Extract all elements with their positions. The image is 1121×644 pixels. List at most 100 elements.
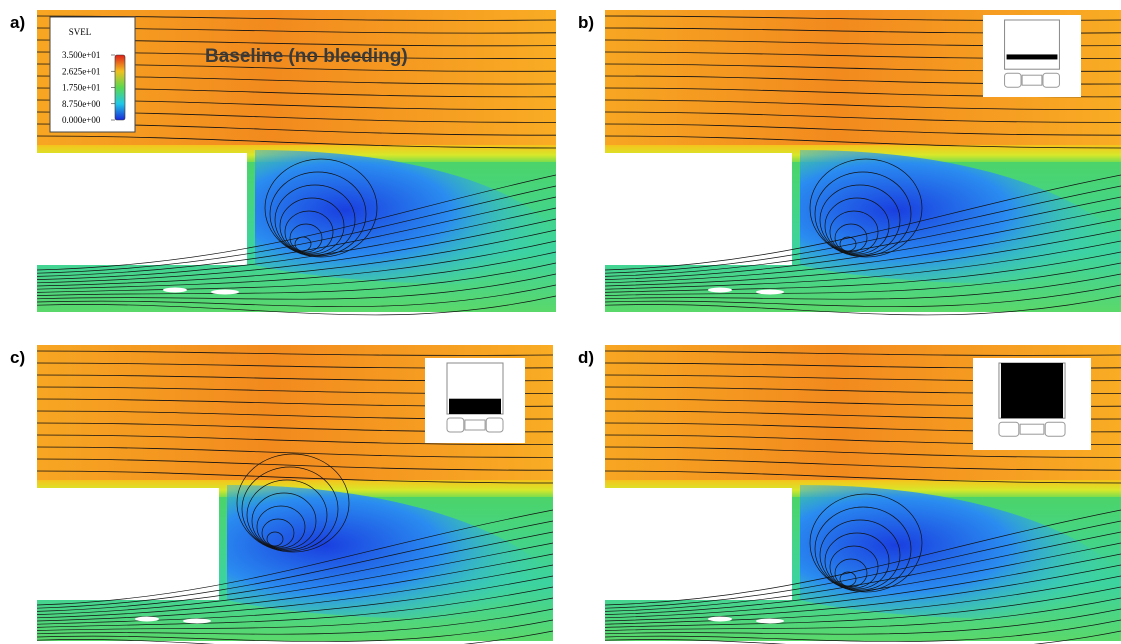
- vortex-streamline: [839, 236, 857, 252]
- streamline: [36, 262, 557, 296]
- bleed-area: [449, 398, 501, 414]
- streamline: [36, 174, 557, 271]
- vortex-streamline: [814, 506, 912, 592]
- wheel: [446, 417, 465, 433]
- slot-jet: [183, 618, 211, 624]
- slot-jet: [756, 618, 784, 624]
- streamline: [36, 553, 554, 619]
- vortex-streamline: [261, 518, 295, 548]
- wheel: [1042, 72, 1060, 88]
- vortex-streamline: [289, 223, 323, 253]
- colorbar-tick-label: 3.500e+01: [62, 50, 100, 60]
- recirculation: [227, 485, 553, 620]
- streamline: [36, 218, 557, 284]
- streamline: [604, 520, 1121, 609]
- vortex-streamline: [829, 545, 879, 589]
- wheel: [1044, 421, 1066, 437]
- vortex-streamline: [824, 197, 890, 255]
- streamline: [604, 284, 1121, 307]
- streamline: [36, 575, 554, 625]
- vehicle-body: [605, 153, 792, 265]
- bleed-inset: [973, 358, 1091, 450]
- streamline: [604, 240, 1121, 290]
- vehicle-body: [37, 153, 247, 265]
- vortex-streamline: [809, 158, 923, 258]
- bleed-area: [1000, 363, 1064, 419]
- streamline: [604, 630, 1121, 644]
- vortex-streamline: [809, 493, 923, 593]
- vortex-streamline: [256, 505, 306, 549]
- bleed-area: [1006, 54, 1058, 60]
- vortex-streamline: [246, 479, 328, 551]
- vehicle-body: [605, 488, 792, 600]
- wheel: [1004, 72, 1022, 88]
- slot-jet: [163, 287, 187, 293]
- streamline: [36, 229, 557, 287]
- streamline: [36, 446, 554, 458]
- panel-label: d): [578, 348, 594, 367]
- streamline: [604, 218, 1121, 284]
- vortex-streamline: [266, 531, 284, 547]
- flow-panel: [604, 10, 1121, 316]
- panel-label: b): [578, 13, 594, 32]
- streamline: [36, 196, 557, 277]
- streamline: [604, 135, 1121, 149]
- vortex-streamline: [819, 519, 901, 591]
- vortex-streamline: [294, 236, 312, 252]
- vortex-streamline: [264, 158, 378, 258]
- vortex-streamline: [274, 184, 356, 256]
- streamline: [36, 542, 554, 615]
- streamline: [36, 458, 554, 471]
- streamline: [604, 185, 1121, 274]
- streamline: [604, 470, 1121, 484]
- panel-label: a): [10, 13, 25, 32]
- streamline: [36, 619, 554, 642]
- streamline: [36, 597, 554, 631]
- axle: [1019, 423, 1045, 435]
- streamline: [36, 15, 557, 21]
- colorbar-tick-label: 2.625e+01: [62, 66, 100, 76]
- axle: [1021, 74, 1043, 86]
- streamline: [604, 619, 1121, 642]
- vortex-streamline: [829, 210, 879, 254]
- streamline: [36, 185, 557, 274]
- streamline: [604, 251, 1121, 293]
- streamline: [604, 564, 1121, 622]
- slot-jet: [708, 287, 732, 293]
- vortex-streamline: [279, 197, 345, 255]
- colorbar-legend: SVEL 3.500e+01 2.625e+01 1.750e+01 8.750e+00…: [49, 16, 136, 133]
- streamline: [604, 553, 1121, 619]
- streamline: [36, 240, 557, 290]
- vortex-streamline: [834, 223, 868, 253]
- streamline: [604, 111, 1121, 123]
- slot-jet: [135, 616, 159, 622]
- axle: [464, 419, 486, 431]
- slot-jet: [708, 616, 732, 622]
- slot-jet: [211, 289, 239, 295]
- streamline: [36, 135, 557, 149]
- colorbar-tick-label: 0.000e+00: [62, 115, 101, 125]
- vortex-streamline: [251, 492, 317, 550]
- streamline: [36, 564, 554, 622]
- streamline: [604, 99, 1121, 111]
- streamline: [604, 273, 1121, 300]
- bleed-inset: [983, 15, 1081, 97]
- colorbar-tick-label: 1.750e+01: [62, 83, 100, 93]
- wheel: [485, 417, 504, 433]
- bleed-inset: [425, 358, 525, 443]
- colorbar: [114, 54, 126, 121]
- streamline: [36, 630, 554, 644]
- streamline: [36, 350, 554, 356]
- streamline: [36, 531, 554, 612]
- streamline: [604, 295, 1121, 316]
- streamline: [36, 586, 554, 628]
- colorbar-tick-label: 8.750e+00: [62, 99, 101, 109]
- flow-panel: [36, 345, 554, 644]
- streamline: [604, 229, 1121, 287]
- streamline: [604, 123, 1121, 136]
- streamline: [604, 608, 1121, 635]
- trailer-outline: [1004, 19, 1060, 70]
- streamline: [36, 295, 557, 316]
- vortex-streamline: [834, 558, 868, 588]
